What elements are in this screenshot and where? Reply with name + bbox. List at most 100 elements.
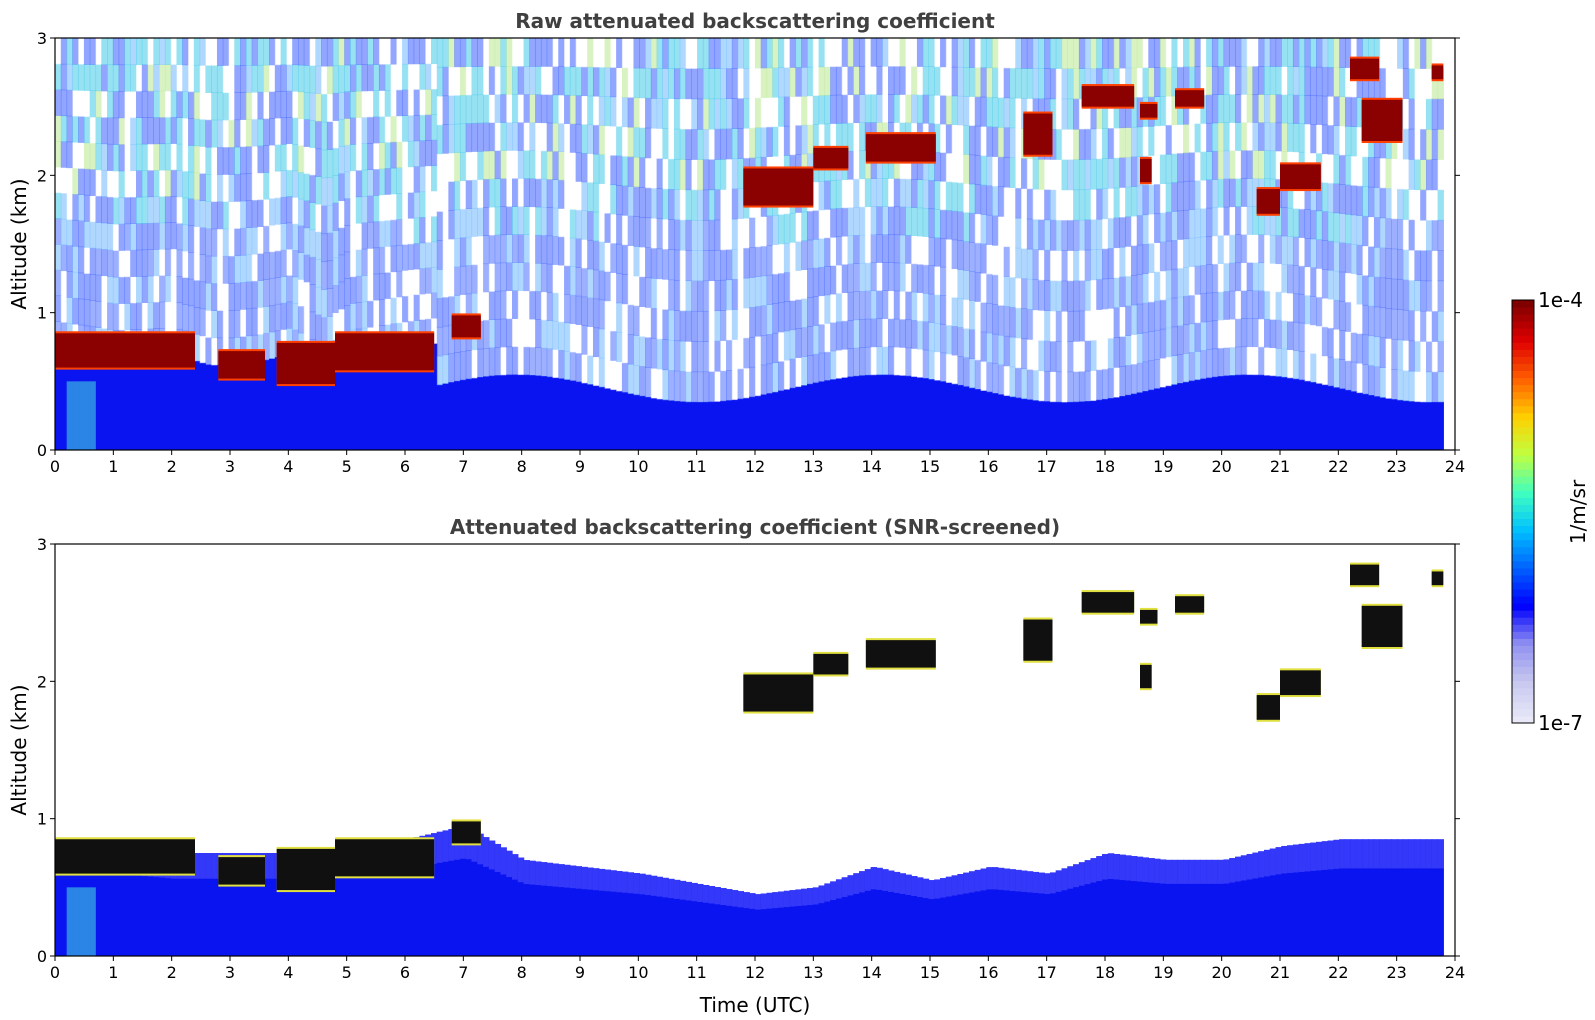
noise-cell [650,127,658,159]
noise-cell [483,94,490,124]
noise-cell [754,276,762,307]
noise-cell [812,38,820,68]
boundary-layer-cell [286,354,293,450]
noise-cell [1154,329,1161,360]
noise-cell [957,240,964,270]
noise-cell [1414,219,1421,251]
noise-cell [66,115,73,143]
noise-cell [471,264,478,294]
boundary-layer-cell [1333,839,1340,956]
colorbar-step [1512,504,1534,512]
noise-cell [263,172,270,200]
noise-cell [535,94,542,123]
noise-cell [847,207,854,237]
noise-cell [1356,215,1363,246]
noise-cell [338,308,345,337]
boundary-layer-cell [1402,839,1410,956]
noise-cell [598,270,606,301]
noise-cell [1055,38,1063,69]
boundary-layer-cell [60,839,68,956]
noise-cell [552,349,559,379]
noise-cell [1102,68,1109,99]
noise-cell [193,64,201,93]
noise-cell [1188,66,1196,96]
noise-cell [957,269,964,299]
noise-cell [575,267,583,297]
noise-cell [205,255,212,284]
boundary-layer-cell [1044,873,1051,956]
signal-fringe-cell [1165,859,1173,884]
noise-cell [1119,276,1126,308]
top-panel-x-axis: 0 1 2 3 4 5 6 7 8 9 10 11 12 13 14 15 16 17 18 19 20 21 22 23 24 [50,450,1465,476]
noise-cell [616,185,623,216]
noise-cell [564,123,571,153]
noise-cell [558,179,565,209]
noise-cell [274,277,282,305]
noise-cell [448,66,455,96]
noise-cell [419,89,426,116]
boundary-layer-cell [1368,395,1375,450]
noise-cell [801,356,808,386]
noise-cell [159,64,166,92]
cloud-layer [451,315,481,338]
noise-cell [726,279,733,311]
noise-cell [1402,128,1410,160]
noise-cell [726,38,733,69]
noise-cell [1402,340,1410,371]
noise-cell [350,223,357,251]
noise-cell [737,218,744,249]
noise-cell [535,122,542,152]
noise-cell [1159,96,1167,126]
noise-cell [1090,219,1097,251]
boundary-layer-cell [1136,856,1144,956]
noise-cell [413,191,421,219]
noise-cell [957,124,964,155]
noise-cell [945,238,953,269]
noise-cell [141,64,149,92]
noise-cell [107,117,114,145]
noise-cell [1188,294,1196,325]
noise-cell [350,303,357,331]
noise-cell [1223,66,1230,95]
noise-cell [1078,159,1086,191]
noise-cell [164,196,172,224]
noise-cell [980,38,987,68]
noise-cell [535,262,542,292]
noise-cell [431,266,438,294]
noise-cell [754,67,762,99]
noise-cell [1055,159,1063,191]
signal-fringe-cell [1194,859,1201,884]
noise-cell [627,245,635,276]
boundary-layer-cell [720,888,727,956]
noise-cell [1420,128,1427,160]
noise-cell [592,211,600,242]
noise-cell [95,64,102,92]
noise-cell [1373,336,1381,367]
noise-cell [1032,369,1040,401]
noise-cell [257,172,264,201]
cloud-layer [1431,571,1444,586]
noise-cell [1368,38,1375,69]
noise-cell [309,202,316,231]
noise-cell [980,155,987,186]
noise-cell [211,146,218,175]
boundary-layer-cell [361,844,368,956]
noise-cell [691,128,698,160]
boundary-layer-cell [1171,859,1178,956]
noise-cell [465,350,473,380]
noise-cell [1055,68,1063,100]
noise-cell [471,179,478,209]
noise-cell [1235,122,1242,151]
signal-fringe-cell [749,893,756,909]
noise-cell [1373,157,1381,188]
noise-cell [1333,270,1340,301]
noise-cell [1240,150,1248,179]
noise-cell [847,291,854,321]
noise-cell [384,168,392,195]
noise-cell [1368,335,1375,366]
noise-cell [228,38,235,66]
noise-cell [1078,98,1086,130]
noise-cell [1165,38,1173,68]
noise-cell [315,286,322,316]
noise-cell [581,210,588,240]
